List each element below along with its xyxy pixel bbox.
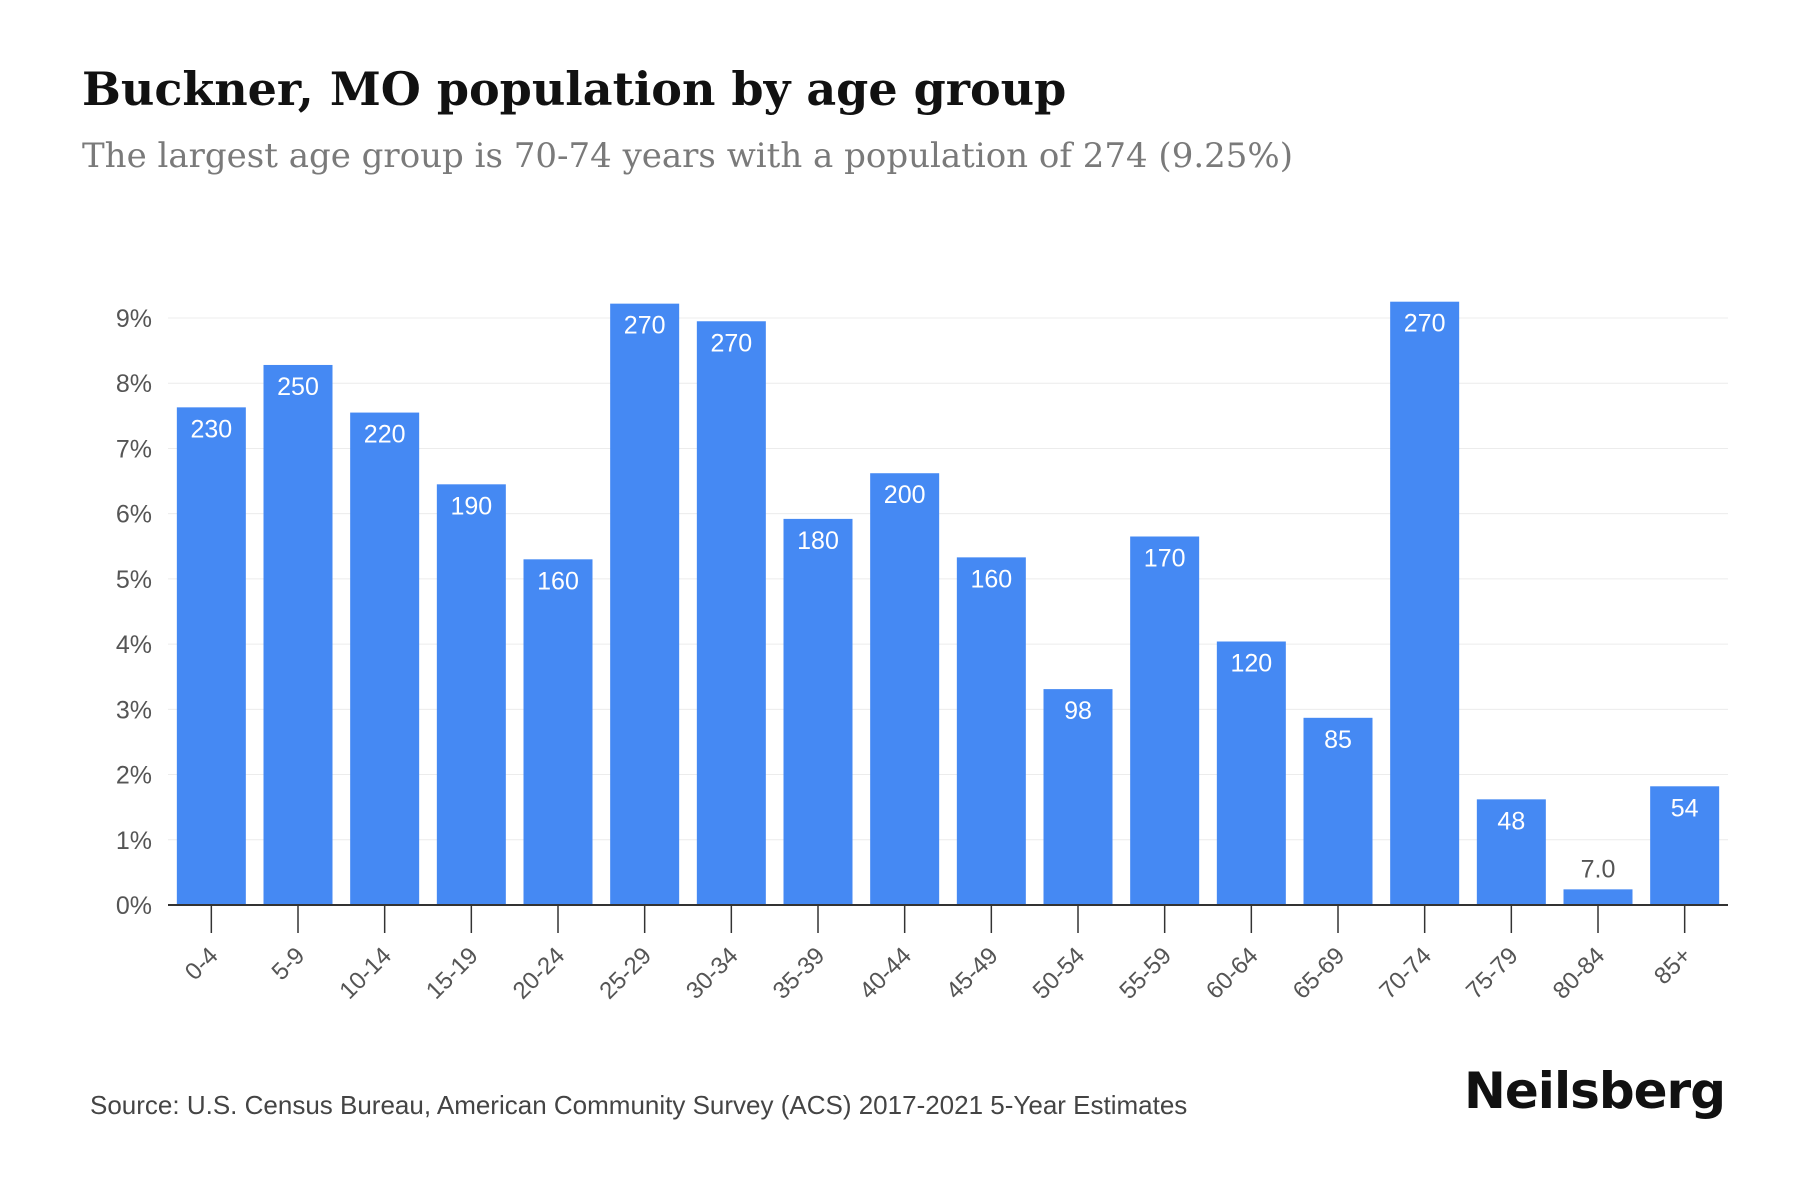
- y-tick-label: 5%: [116, 566, 152, 594]
- bar: [176, 407, 246, 905]
- bar-value-label: 270: [710, 329, 752, 357]
- y-tick-label: 9%: [116, 305, 152, 333]
- y-tick-label: 1%: [116, 827, 152, 855]
- bar: [610, 303, 680, 905]
- bar: [1216, 641, 1286, 905]
- bar: [1476, 799, 1546, 905]
- bar: [1563, 889, 1633, 905]
- bar: [1650, 786, 1720, 905]
- bar: [1043, 689, 1113, 905]
- bar-value-label: 7.0: [1581, 855, 1616, 883]
- brand-logo: Neilsberg: [1464, 1062, 1726, 1120]
- x-tick-label: 80-84: [1548, 942, 1611, 1005]
- chart-subtitle: The largest age group is 70-74 years wit…: [82, 136, 1293, 176]
- bar-value-label: 85: [1324, 726, 1352, 754]
- bar: [870, 473, 940, 905]
- bar-value-label: 270: [624, 312, 666, 340]
- x-tick-label: 20-24: [508, 942, 571, 1005]
- bar: [696, 321, 766, 905]
- bar: [350, 412, 420, 905]
- bar: [783, 518, 853, 905]
- x-tick-label: 60-64: [1201, 942, 1264, 1005]
- x-tick-label: 50-54: [1028, 942, 1091, 1005]
- x-tick-label: 10-14: [334, 942, 397, 1005]
- bar-value-label: 54: [1671, 794, 1699, 822]
- bar: [436, 484, 506, 905]
- x-tick-label: 55-59: [1114, 942, 1177, 1005]
- y-tick-label: 2%: [116, 762, 152, 790]
- y-tick-label: 0%: [116, 892, 152, 920]
- x-tick-label: 45-49: [941, 942, 1004, 1005]
- bar: [956, 557, 1026, 905]
- bar: [263, 364, 333, 906]
- y-tick-label: 4%: [116, 631, 152, 659]
- x-tick-label: 15-19: [421, 942, 484, 1005]
- bar-value-label: 220: [364, 421, 406, 449]
- x-tick-label: 35-39: [768, 942, 831, 1005]
- x-tick-label: 30-34: [681, 942, 744, 1005]
- x-tick-label: 40-44: [854, 942, 917, 1005]
- x-tick-label: 70-74: [1374, 942, 1437, 1005]
- chart-title: Buckner, MO population by age group: [82, 62, 1067, 116]
- bar-value-label: 170: [1144, 544, 1186, 572]
- bar-value-label: 230: [190, 415, 232, 443]
- x-tick-label: 85+: [1649, 942, 1697, 990]
- y-tick-label: 7%: [116, 435, 152, 463]
- bar: [1130, 536, 1200, 905]
- bar: [523, 559, 593, 905]
- bar-value-label: 190: [450, 492, 492, 520]
- x-tick-label: 5-9: [267, 942, 311, 986]
- y-tick-label: 3%: [116, 696, 152, 724]
- y-tick-label: 8%: [116, 370, 152, 398]
- x-tick-label: 25-29: [594, 942, 657, 1005]
- x-tick-label: 65-69: [1288, 942, 1351, 1005]
- bar-value-label: 160: [537, 567, 579, 595]
- bar-value-label: 160: [970, 565, 1012, 593]
- bar-value-label: 180: [797, 527, 839, 555]
- x-tick-label: 0-4: [180, 942, 224, 986]
- bar-value-label: 250: [277, 373, 319, 401]
- bar-value-label: 270: [1404, 310, 1446, 338]
- y-tick-label: 6%: [116, 501, 152, 529]
- bar-value-label: 98: [1064, 697, 1092, 725]
- bar: [1303, 717, 1373, 905]
- bar-value-label: 200: [884, 481, 926, 509]
- x-tick-label: 75-79: [1461, 942, 1524, 1005]
- source-note: Source: U.S. Census Bureau, American Com…: [90, 1090, 1188, 1120]
- bar: [1390, 301, 1460, 905]
- bar-value-label: 120: [1230, 650, 1272, 678]
- bar-value-label: 48: [1497, 807, 1525, 835]
